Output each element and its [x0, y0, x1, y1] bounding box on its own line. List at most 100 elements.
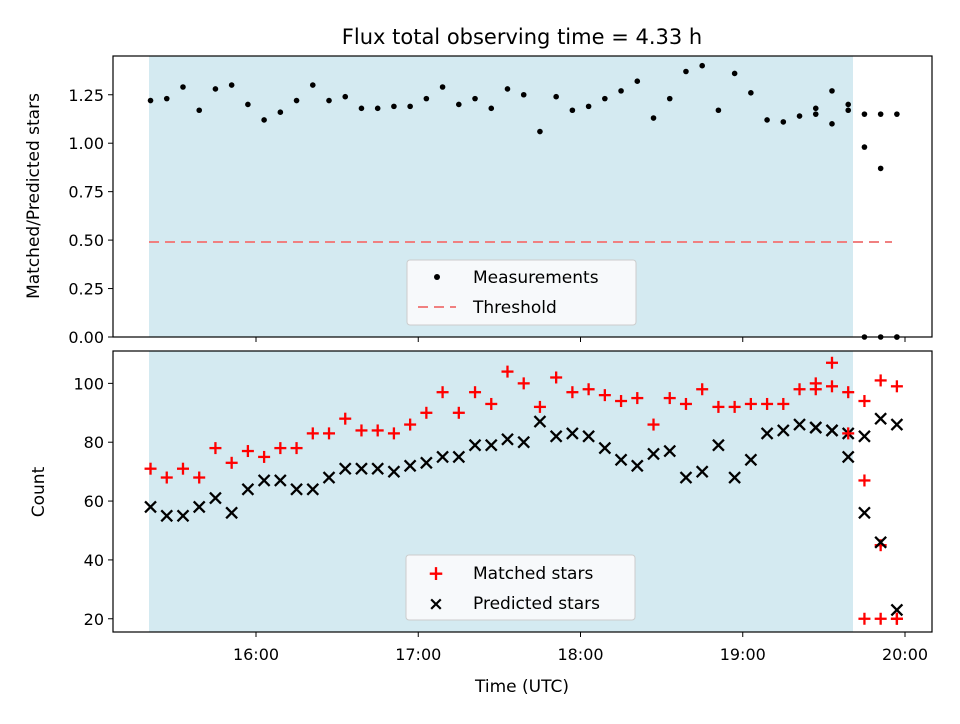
bottom-y-tick-label: 80: [84, 433, 104, 452]
predicted-point: [371, 462, 385, 476]
predicted-point: [484, 438, 498, 452]
matched-point: [176, 462, 189, 475]
predicted-point: [322, 471, 336, 484]
ratio-point: [666, 95, 673, 102]
matched-point: [679, 397, 692, 410]
ratio-point: [748, 90, 754, 96]
bottom-y-tick-label: 40: [84, 551, 104, 570]
x-ticks: 16:00 17:00 18:00 19:00 20:00: [233, 337, 928, 664]
matched-point: [761, 397, 774, 410]
matched-point: [809, 377, 822, 390]
predicted-point: [274, 474, 287, 487]
matched-point: [160, 471, 173, 484]
matched-point: [890, 380, 903, 393]
matched-point: [501, 365, 514, 378]
predicted-point: [858, 430, 871, 443]
matched-point: [858, 474, 871, 487]
top-marks: [147, 62, 900, 340]
ratio-point: [212, 86, 219, 92]
predicted-point: [306, 482, 320, 496]
x-axis-label: Time (UTC): [474, 677, 569, 697]
matched-point: [842, 427, 855, 440]
bottom-y-tick-label: 20: [84, 610, 104, 629]
ratio-point: [277, 109, 284, 115]
predicted-point: [614, 453, 628, 467]
bottom-y-tick-label: 60: [84, 492, 104, 511]
x-tick-label: 19:00: [720, 645, 766, 664]
matched-point: [517, 377, 530, 390]
ratio-point: [634, 78, 641, 84]
ratio-point: [504, 86, 511, 92]
predicted-point: [858, 506, 871, 520]
predicted-point: [890, 418, 904, 431]
ratio-point: [861, 144, 868, 150]
predicted-point: [436, 450, 449, 464]
ratio-point: [569, 107, 576, 114]
ratio-point: [358, 105, 365, 112]
ratio-point: [764, 117, 770, 123]
matched-point: [225, 456, 238, 469]
matched-point: [420, 406, 433, 419]
matched-point-tail: [874, 612, 887, 625]
ratio-point: [845, 107, 852, 114]
ratio-point: [731, 70, 738, 77]
ratio-point: [829, 121, 835, 127]
top-axes-frame: [112, 55, 933, 338]
matched-point-tail: [890, 612, 903, 625]
matched-point: [663, 392, 676, 405]
matched-point: [339, 412, 352, 425]
ratio-point: [293, 97, 300, 104]
legend-marker-predicted: ×: [428, 593, 444, 615]
matched-point: [274, 442, 287, 455]
bottom-marks: [144, 356, 904, 625]
ratio-point: [326, 97, 332, 104]
predicted-point: [420, 456, 433, 470]
predicted-point: [793, 418, 806, 431]
ratio-point: [391, 103, 397, 110]
ratio-point: [407, 103, 413, 110]
ratio-point: [650, 115, 657, 121]
predicted-point: [241, 482, 255, 496]
matched-point: [842, 386, 855, 399]
top-y-axis-label: Matched/Predicted stars: [24, 93, 44, 299]
predicted-point: [257, 474, 271, 487]
chart-title: Flux total observing time = 4.33 h: [342, 25, 702, 49]
matched-point: [696, 383, 709, 396]
predicted-point: [338, 462, 352, 476]
ratio-point: [520, 91, 527, 98]
predicted-point: [712, 438, 725, 452]
ratio-point: [374, 105, 381, 112]
matched-point: [469, 386, 482, 399]
top-y-tick-label: 0.25: [68, 280, 104, 299]
matched-point: [647, 418, 660, 431]
matched-point: [615, 395, 628, 408]
matched-point-tail: [858, 612, 871, 625]
predicted-point: [209, 491, 222, 505]
top-y-tick-label: 0.75: [68, 183, 104, 202]
predicted-point: [728, 471, 741, 484]
ratio-point: [602, 95, 608, 102]
ratio-point: [196, 107, 203, 114]
predicted-point: [809, 421, 823, 434]
predicted-point: [533, 415, 547, 428]
matched-point: [485, 397, 498, 410]
predicted-point: [387, 465, 401, 478]
matched-point: [290, 442, 303, 455]
matched-point: [744, 397, 757, 410]
predicted-point: [825, 424, 839, 437]
ratio-point: [829, 88, 835, 94]
predicted-point: [144, 500, 157, 514]
bottom-axes-frame: [112, 350, 933, 633]
matched-point: [825, 380, 838, 393]
top-legend: Measurements Threshold: [406, 259, 637, 326]
predicted-point: [630, 459, 644, 473]
matched-point: [144, 462, 157, 475]
ratio-point: [585, 103, 592, 110]
matched-point: [355, 424, 368, 437]
matched-point: [631, 392, 644, 405]
predicted-point: [566, 427, 579, 440]
matched-point: [258, 450, 271, 463]
ratio-point: [812, 105, 819, 112]
predicted-point: [176, 509, 190, 523]
matched-point: [452, 406, 465, 419]
